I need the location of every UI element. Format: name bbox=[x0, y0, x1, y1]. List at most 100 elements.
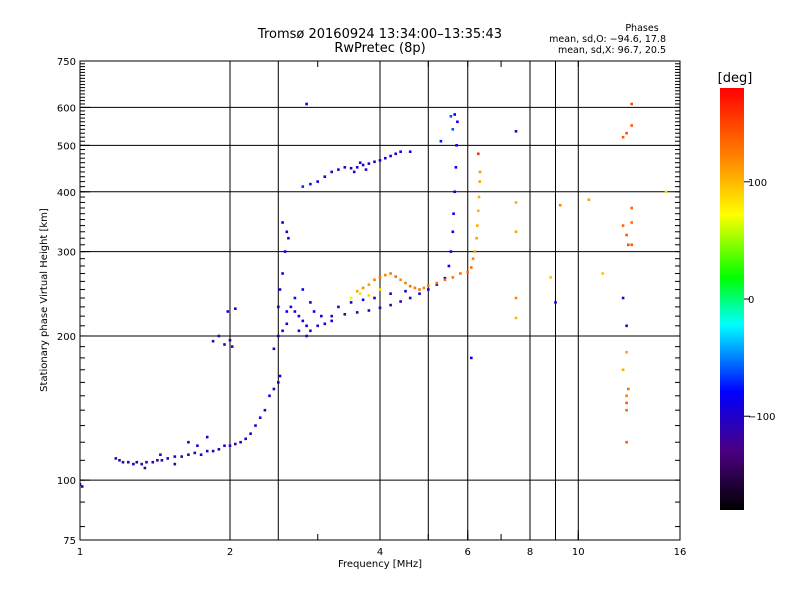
data-point bbox=[451, 230, 455, 234]
data-point bbox=[384, 273, 387, 277]
data-point bbox=[283, 250, 287, 253]
data-point bbox=[166, 457, 169, 460]
data-point bbox=[625, 324, 628, 328]
data-point bbox=[305, 102, 308, 106]
data-point bbox=[323, 175, 327, 178]
data-point bbox=[293, 310, 297, 313]
data-point bbox=[249, 432, 252, 435]
data-point bbox=[435, 283, 439, 286]
data-point bbox=[230, 345, 234, 348]
data-point bbox=[453, 190, 456, 194]
colorbar bbox=[720, 88, 744, 510]
data-point bbox=[625, 350, 628, 354]
x-tick-label: 1 bbox=[77, 547, 83, 558]
data-point bbox=[234, 442, 237, 446]
data-point bbox=[408, 284, 412, 288]
data-point bbox=[404, 281, 407, 285]
y-tick-label: 500 bbox=[57, 141, 76, 152]
data-point bbox=[205, 435, 209, 439]
x-tick-label: 6 bbox=[465, 547, 471, 558]
data-point bbox=[630, 102, 633, 106]
data-point bbox=[418, 288, 421, 291]
data-point bbox=[226, 310, 230, 313]
data-point bbox=[316, 324, 319, 328]
data-point bbox=[447, 264, 451, 268]
data-point bbox=[301, 185, 305, 188]
data-point bbox=[459, 272, 462, 275]
data-point bbox=[422, 286, 426, 290]
stats-line-x: mean, sd,X: 96.7, 20.5 bbox=[558, 45, 666, 56]
data-point bbox=[427, 288, 430, 291]
data-point bbox=[477, 152, 480, 156]
data-point bbox=[443, 276, 447, 280]
data-point bbox=[330, 170, 333, 174]
data-point bbox=[309, 301, 312, 304]
data-point bbox=[408, 296, 412, 300]
data-point bbox=[514, 130, 518, 133]
y-tick-label: 75 bbox=[63, 536, 76, 547]
data-point bbox=[514, 316, 518, 320]
data-point bbox=[367, 162, 371, 165]
data-point bbox=[413, 286, 417, 290]
data-point bbox=[625, 131, 628, 135]
data-point bbox=[418, 292, 421, 295]
data-point bbox=[272, 347, 276, 351]
data-point bbox=[289, 305, 293, 309]
data-point bbox=[478, 170, 482, 174]
x-tick-label: 10 bbox=[572, 547, 585, 558]
data-point bbox=[330, 319, 333, 323]
y-tick-label: 100 bbox=[57, 476, 76, 487]
data-point bbox=[389, 154, 392, 158]
data-point bbox=[587, 198, 591, 201]
data-point bbox=[320, 314, 323, 318]
data-point bbox=[361, 298, 365, 302]
data-point bbox=[349, 296, 353, 300]
data-point bbox=[349, 301, 353, 304]
data-point bbox=[228, 444, 232, 447]
data-point bbox=[281, 272, 284, 275]
data-point bbox=[384, 156, 387, 160]
data-point bbox=[316, 180, 319, 183]
y-tick-label: 300 bbox=[57, 248, 76, 259]
data-point bbox=[285, 230, 289, 234]
data-point bbox=[466, 270, 469, 274]
data-point bbox=[151, 460, 155, 464]
data-point bbox=[449, 115, 453, 118]
data-point bbox=[297, 314, 301, 318]
data-point bbox=[452, 212, 455, 215]
x-axis-label: Frequency [MHz] bbox=[338, 559, 422, 570]
data-point bbox=[80, 483, 82, 486]
data-point bbox=[244, 437, 247, 441]
axis-ticks: 1 2 4 6 8 10 16 75 100 200 300 400 500 600 750 bbox=[57, 57, 686, 558]
data-point bbox=[156, 459, 159, 462]
data-point bbox=[330, 314, 333, 318]
data-point bbox=[211, 449, 215, 453]
data-point bbox=[355, 311, 359, 314]
data-point bbox=[281, 329, 284, 333]
data-point bbox=[160, 459, 164, 462]
data-point bbox=[627, 387, 630, 391]
data-point bbox=[217, 334, 221, 338]
data-point bbox=[132, 462, 135, 466]
data-point bbox=[621, 296, 625, 300]
data-point bbox=[476, 224, 479, 227]
data-point bbox=[263, 408, 267, 412]
data-point bbox=[378, 288, 382, 291]
data-point bbox=[254, 424, 257, 427]
data-point bbox=[367, 309, 371, 312]
data-point bbox=[211, 339, 215, 343]
data-point bbox=[278, 374, 282, 378]
data-point bbox=[627, 243, 630, 247]
data-point bbox=[470, 356, 473, 360]
data-point bbox=[145, 460, 148, 464]
data-point bbox=[173, 455, 177, 458]
colorbar-label: [deg] bbox=[718, 71, 753, 86]
data-point bbox=[358, 161, 362, 164]
data-point bbox=[455, 144, 458, 147]
data-point bbox=[234, 307, 237, 310]
data-point bbox=[630, 221, 633, 224]
x-tick-label: 4 bbox=[377, 547, 383, 558]
data-point bbox=[143, 466, 147, 470]
grid bbox=[79, 60, 680, 541]
